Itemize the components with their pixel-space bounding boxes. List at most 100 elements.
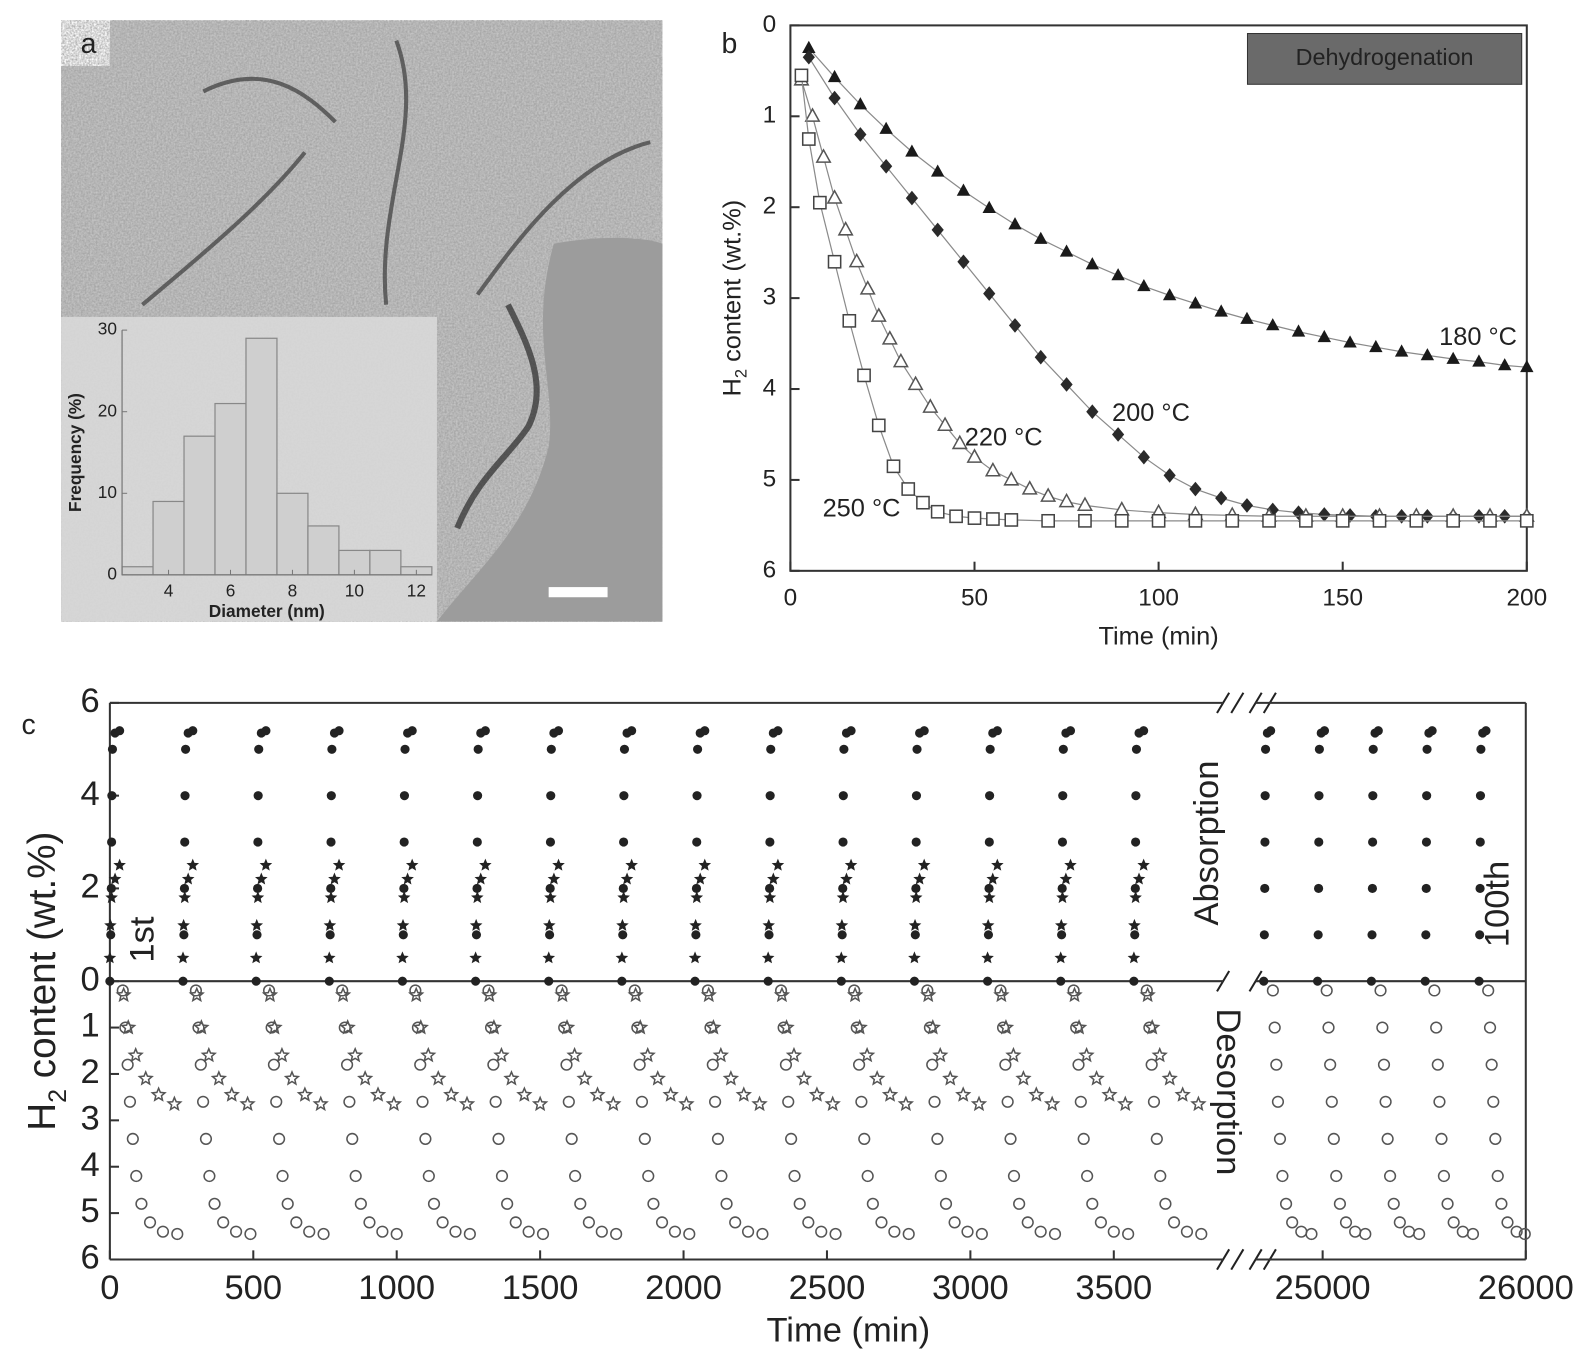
point — [871, 418, 886, 433]
point — [824, 1095, 841, 1112]
point — [244, 1227, 257, 1241]
point — [576, 1070, 593, 1086]
point — [474, 872, 488, 885]
y-tick-label: 4 — [81, 1146, 100, 1184]
point — [1510, 1225, 1523, 1238]
point — [595, 1225, 608, 1238]
point — [471, 930, 482, 940]
point — [566, 1046, 583, 1063]
point — [186, 858, 200, 871]
point — [837, 221, 854, 236]
y-tick-label: 3 — [763, 284, 777, 311]
point — [649, 1070, 666, 1086]
point — [473, 791, 483, 801]
axis-label: Time (min) — [766, 1312, 930, 1350]
point — [1021, 1216, 1034, 1229]
point — [853, 97, 868, 110]
point — [691, 883, 702, 893]
point — [993, 986, 1010, 1003]
point — [1127, 951, 1141, 964]
point — [815, 148, 832, 163]
point — [751, 1095, 768, 1112]
point — [983, 976, 993, 986]
point — [908, 918, 922, 931]
point — [115, 986, 132, 1003]
point — [861, 1169, 874, 1183]
point — [343, 1095, 356, 1108]
point — [1144, 1019, 1161, 1035]
point — [376, 1225, 389, 1238]
point — [720, 1197, 733, 1210]
point — [574, 1197, 587, 1210]
point — [1034, 231, 1048, 244]
point — [1001, 1095, 1014, 1108]
y-tick-label: 0 — [763, 11, 777, 38]
point — [401, 872, 414, 885]
point — [1475, 883, 1485, 893]
point — [1260, 791, 1270, 801]
point — [1376, 1021, 1389, 1034]
point — [471, 976, 481, 986]
point — [1318, 507, 1331, 522]
point — [983, 891, 996, 904]
point — [765, 883, 775, 893]
point — [948, 1216, 961, 1229]
point — [1074, 1095, 1087, 1108]
point — [106, 930, 116, 940]
point — [1034, 349, 1047, 365]
point — [1421, 883, 1431, 893]
point — [901, 482, 916, 496]
point — [1240, 311, 1254, 324]
point — [346, 1132, 359, 1145]
point — [347, 1046, 364, 1063]
point — [1372, 513, 1387, 528]
point — [324, 976, 334, 986]
point — [633, 1058, 646, 1071]
point — [1043, 1095, 1061, 1112]
point — [501, 1197, 514, 1210]
point — [1273, 1132, 1287, 1145]
point — [773, 986, 791, 1003]
point — [399, 837, 409, 847]
point — [176, 951, 190, 964]
point — [472, 837, 482, 847]
point — [503, 1070, 520, 1086]
point — [120, 1019, 137, 1035]
point — [197, 1095, 210, 1108]
y-tick-label: 6 — [763, 556, 777, 583]
point — [1485, 1058, 1498, 1071]
point — [177, 918, 190, 931]
point — [334, 986, 352, 1003]
point — [106, 883, 116, 893]
point — [1060, 377, 1073, 392]
annotation: Desorption — [1209, 1008, 1247, 1175]
point — [999, 1058, 1012, 1071]
series-line — [808, 56, 1527, 517]
point — [1495, 1197, 1508, 1210]
annotation: 1st — [124, 916, 162, 962]
axis-label-part: content (wt.%) — [718, 200, 746, 369]
point — [911, 883, 921, 893]
micrograph — [61, 20, 663, 622]
point — [1064, 858, 1077, 871]
point — [897, 1095, 915, 1112]
point — [544, 891, 557, 904]
point — [1167, 1216, 1181, 1229]
point — [785, 1132, 798, 1145]
point — [1070, 1019, 1088, 1035]
point — [1379, 1095, 1392, 1108]
point — [229, 1225, 243, 1238]
x-tick-label: 150 — [1322, 585, 1363, 612]
point — [281, 1197, 294, 1210]
point — [325, 930, 335, 940]
point — [1122, 1227, 1135, 1241]
point — [617, 891, 630, 904]
series-line — [800, 79, 1527, 517]
point — [773, 726, 783, 736]
point — [701, 984, 715, 997]
point — [1015, 1070, 1032, 1086]
point — [458, 1095, 476, 1112]
point — [1383, 1169, 1397, 1183]
point — [912, 744, 922, 754]
